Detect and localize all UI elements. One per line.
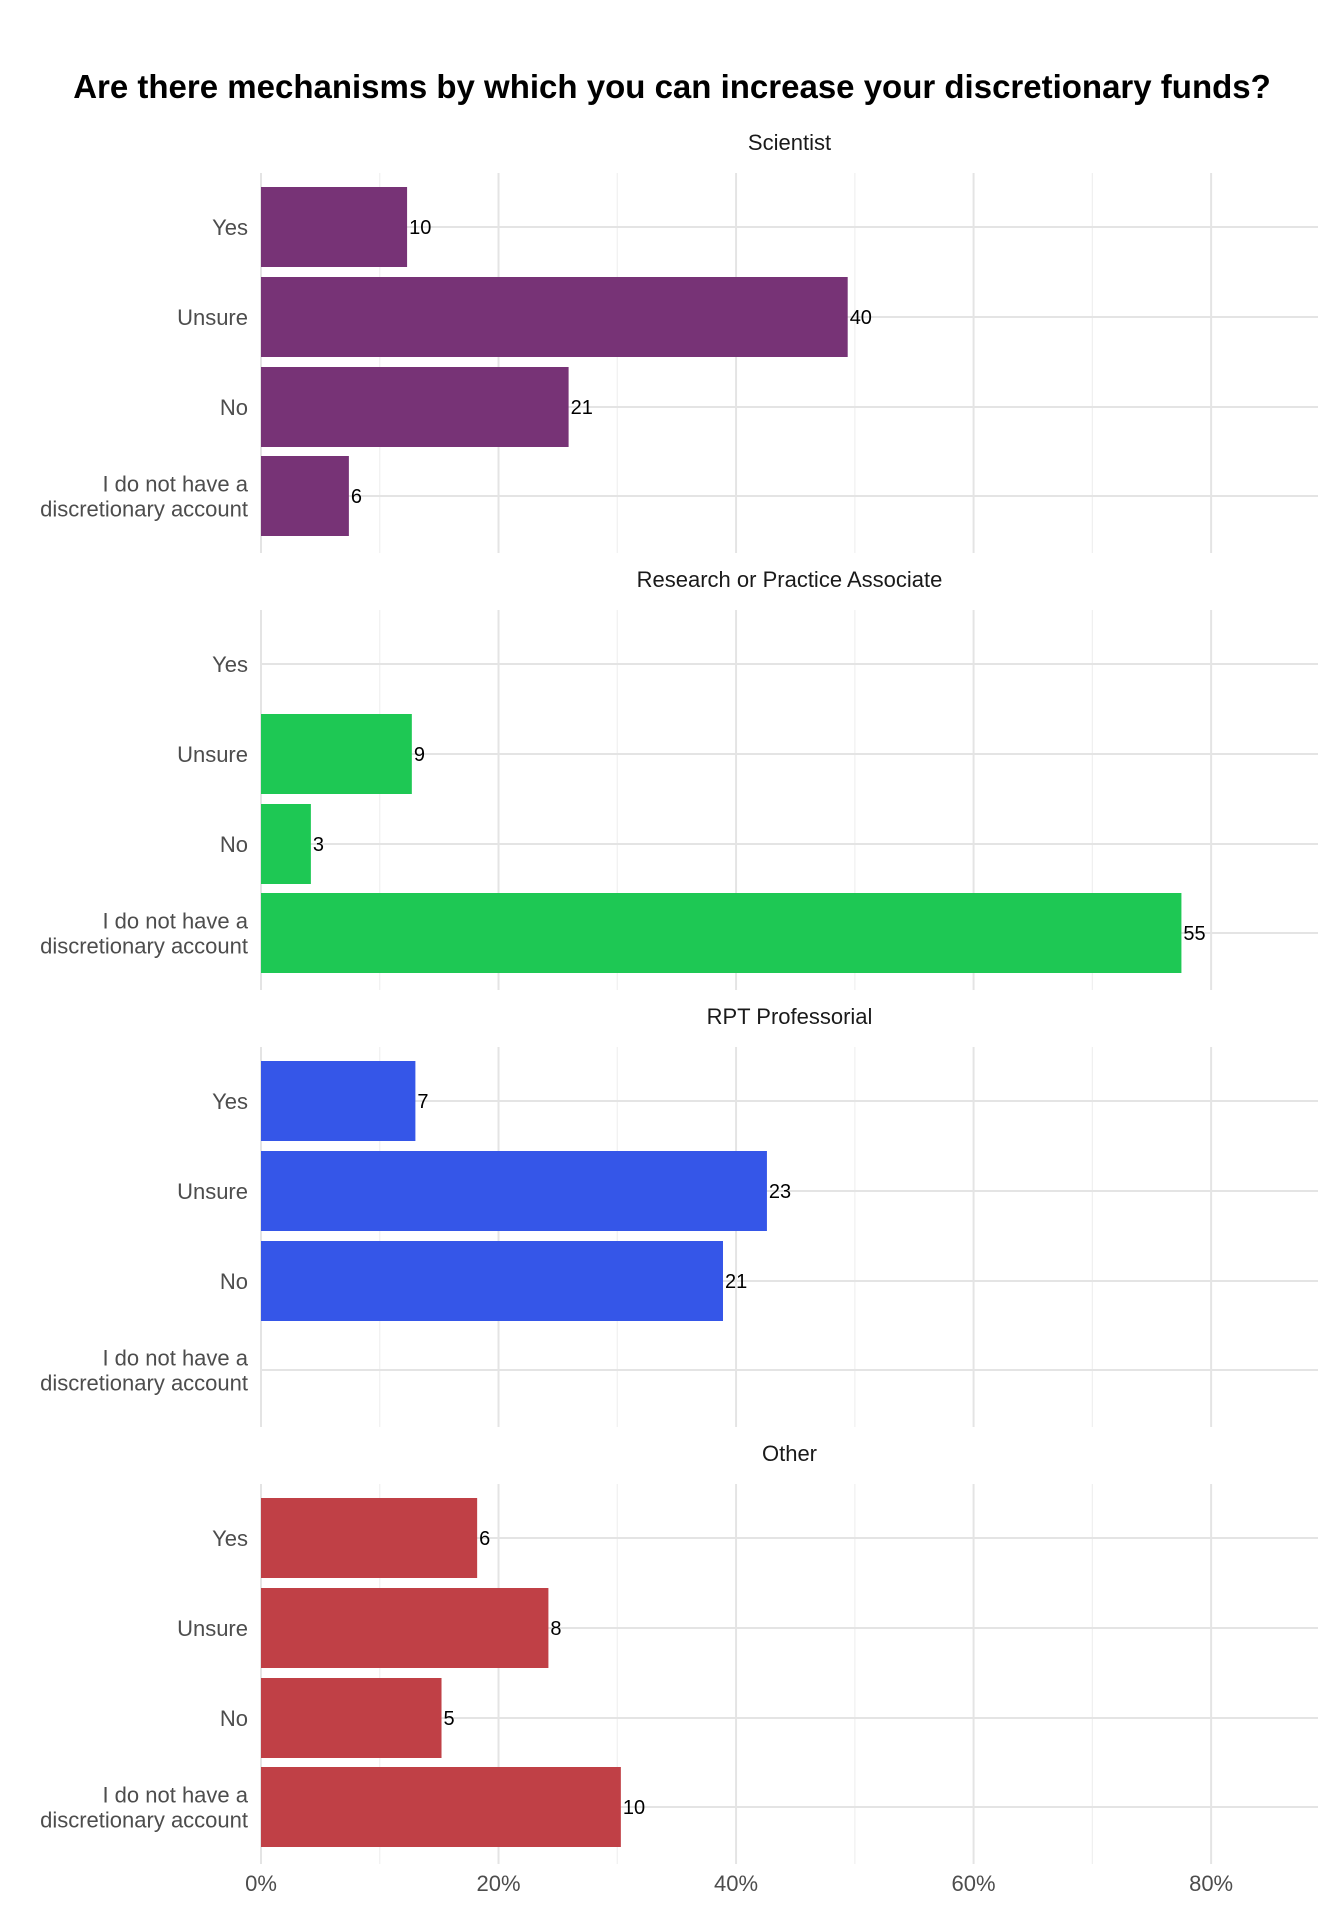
category-label: Yes xyxy=(212,1089,248,1114)
category-label: I do not have a discretionary account xyxy=(40,909,249,959)
x-tick-label: 40% xyxy=(714,1871,758,1896)
category-label: No xyxy=(220,1706,248,1731)
bar xyxy=(261,187,408,267)
panel: Scientist 10 40 21 6 Yes Unsure No I do not have… xyxy=(40,130,1318,553)
bar-value-label: 7 xyxy=(417,1091,428,1113)
category-label: Yes xyxy=(212,215,248,240)
panel: Other 6 8 5 10 Yes Unsure No I do not have a disc… xyxy=(40,1441,1318,1864)
category-label: I do not have a discretionary account xyxy=(40,1346,249,1396)
bar-value-label: 40 xyxy=(850,307,872,329)
bar xyxy=(261,1061,416,1141)
bar xyxy=(261,714,412,794)
bar xyxy=(261,804,311,884)
category-label: No xyxy=(220,1269,248,1294)
bar-value-label: 6 xyxy=(479,1528,490,1550)
x-tick-label: 80% xyxy=(1189,1871,1233,1896)
category-label: I do not have a discretionary account xyxy=(40,472,249,522)
category-label: No xyxy=(220,395,248,420)
category-label: Unsure xyxy=(177,1616,248,1641)
bar xyxy=(261,456,349,536)
panel: RPT Professorial 7 23 21 Yes Unsure No I do not… xyxy=(40,1004,1318,1427)
category-label: Unsure xyxy=(177,742,248,767)
x-tick-label: 20% xyxy=(477,1871,521,1896)
bar-value-label: 3 xyxy=(313,834,324,856)
bar xyxy=(261,367,569,447)
x-tick-label: 60% xyxy=(952,1871,996,1896)
category-label: I do not have a discretionary account xyxy=(40,1783,249,1833)
bar xyxy=(261,1767,621,1847)
bar-value-label: 10 xyxy=(623,1797,645,1819)
bar xyxy=(261,1588,549,1668)
bar xyxy=(261,893,1182,973)
category-label: No xyxy=(220,832,248,857)
panel-title: Other xyxy=(762,1441,817,1466)
bar-value-label: 6 xyxy=(351,486,362,508)
chart-title: Are there mechanisms by which you can in… xyxy=(73,68,1271,105)
bar xyxy=(261,1151,767,1231)
bar-value-label: 9 xyxy=(414,744,425,766)
category-label: Unsure xyxy=(177,305,248,330)
x-tick-label: 0% xyxy=(245,1871,277,1896)
bar-value-label: 8 xyxy=(550,1618,561,1640)
bar xyxy=(261,1241,723,1321)
bar xyxy=(261,277,848,357)
bar-value-label: 55 xyxy=(1183,923,1205,945)
category-label: Yes xyxy=(212,652,248,677)
bar-value-label: 10 xyxy=(409,217,431,239)
bar-value-label: 23 xyxy=(769,1181,791,1203)
bar-value-label: 21 xyxy=(725,1271,747,1293)
bar xyxy=(261,1678,442,1758)
bar xyxy=(261,1498,478,1578)
panel-title: Scientist xyxy=(748,130,831,155)
panel: Research or Practice Associate 9 3 55 Yes Uns… xyxy=(40,567,1318,990)
bar-value-label: 21 xyxy=(571,397,593,419)
bar-value-label: 5 xyxy=(444,1708,455,1730)
category-label: Yes xyxy=(212,1526,248,1551)
panel-title: RPT Professorial xyxy=(707,1004,873,1029)
panel-title: Research or Practice Associate xyxy=(637,567,943,592)
category-label: Unsure xyxy=(177,1179,248,1204)
